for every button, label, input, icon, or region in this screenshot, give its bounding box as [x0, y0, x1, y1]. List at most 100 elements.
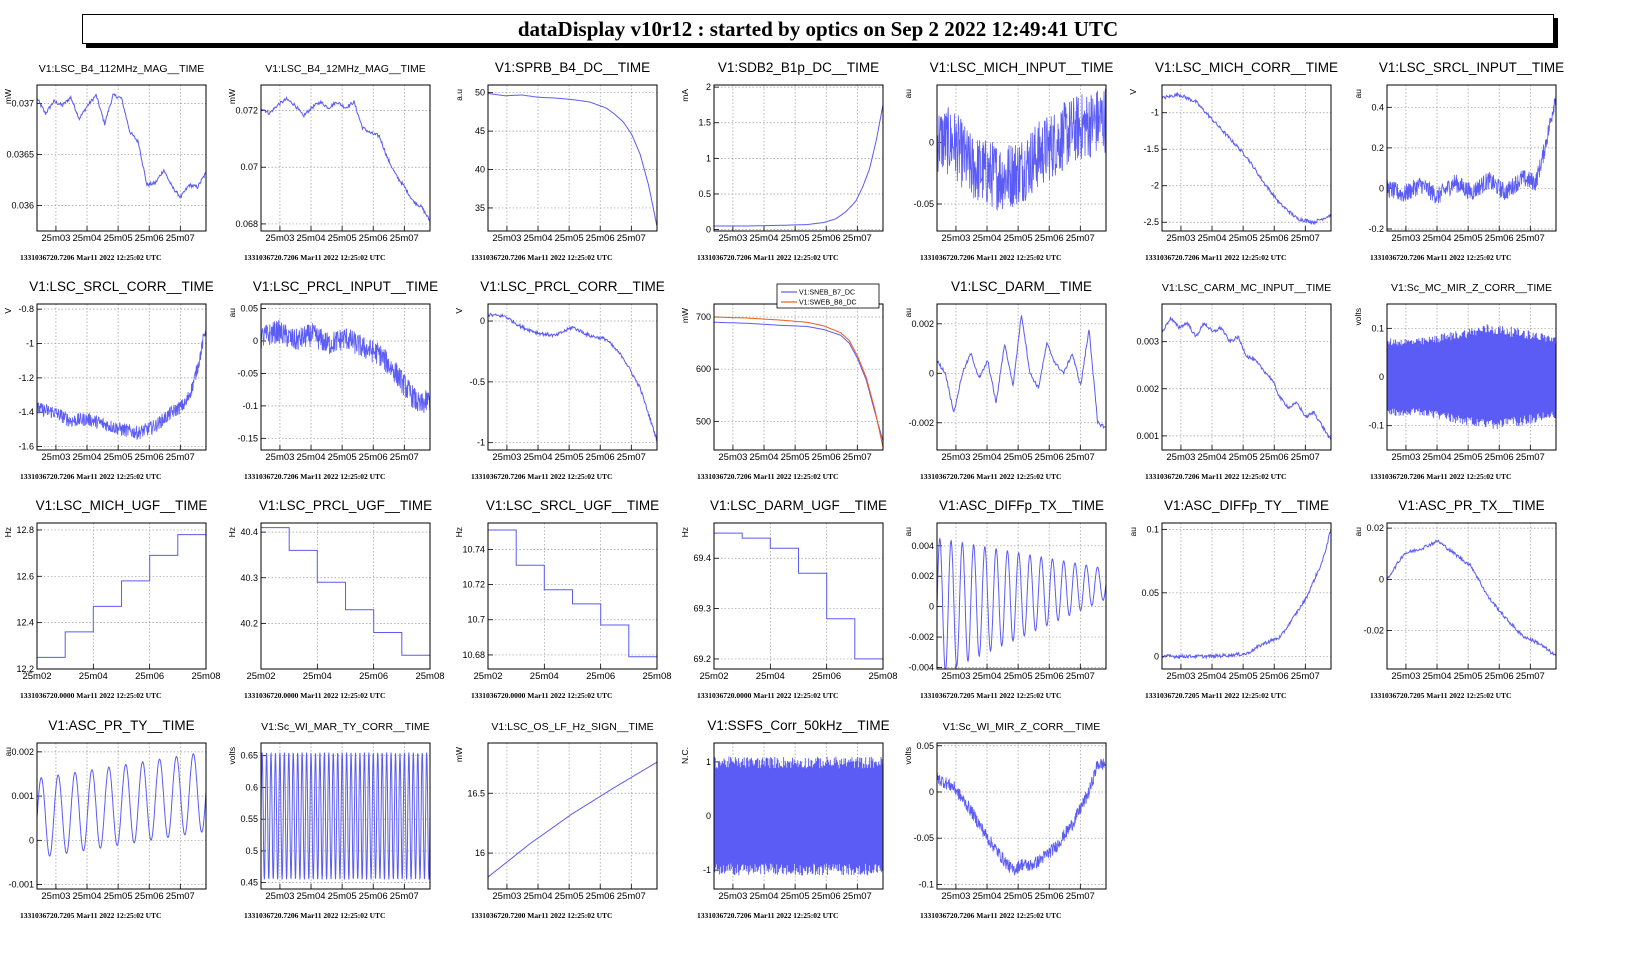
y-tick-label: 0.05 — [916, 741, 934, 751]
y-tick-label: 10.74 — [462, 544, 485, 554]
x-tick-label: 25m04 — [72, 891, 101, 902]
plot-area — [937, 315, 1106, 429]
x-tick-label: 25m04 — [1422, 452, 1451, 463]
x-tick-label: 25m05 — [555, 891, 584, 902]
x-tick-label: 25m04 — [296, 233, 325, 244]
timestamp-footer: 1331036720.0000 Mar11 2022 12:25:02 UTC — [244, 691, 385, 700]
x-tick-label: 25m07 — [1291, 233, 1320, 244]
x-tick-label: 25m06 — [1485, 671, 1514, 682]
plot-frame — [487, 84, 658, 232]
chart-panel: V1:LSC_PRCL_CORR__TIME V -1 -0.5 0 25m03 25m04… — [454, 279, 665, 481]
data-series — [1162, 316, 1331, 441]
legend-label: V1:SNEB_B7_DC — [799, 290, 855, 297]
data-series — [937, 758, 1106, 876]
y-axis-label: mA — [680, 89, 690, 102]
x-tick-label: 25m03 — [1391, 233, 1420, 244]
y-tick-label: 0.65 — [240, 751, 258, 761]
data-series — [261, 319, 430, 414]
y-tick-label: 0 — [1379, 574, 1384, 584]
y-tick-label: 10.68 — [462, 650, 485, 660]
x-tick-label: 25m04 — [972, 891, 1001, 902]
x-tick-label: 25m03 — [941, 452, 970, 463]
y-axis-label: N.C. — [680, 747, 690, 764]
x-tick-label: 25m08 — [191, 671, 220, 682]
data-series — [37, 753, 206, 857]
chart-title: V1:LSC_DARM_UGF__TIME — [710, 498, 887, 513]
plot-frame — [36, 742, 207, 890]
x-tick-label: 25m04 — [530, 671, 559, 682]
y-tick-label: 0.55 — [240, 814, 258, 824]
plot-area — [1387, 93, 1556, 204]
data-series — [714, 316, 883, 448]
y-tick-label: -0.15 — [237, 433, 258, 443]
y-tick-label: 12.6 — [16, 571, 34, 581]
y-tick-label: -1 — [703, 865, 711, 875]
x-tick-label: 25m06 — [586, 452, 615, 463]
chart-legend: V1:SNEB_B7_DC V1:SWEB_B8_DC — [776, 283, 880, 309]
y-axis-label: au — [903, 89, 913, 99]
y-tick-label: 40.3 — [240, 573, 258, 583]
x-tick-label: 25m03 — [941, 671, 970, 682]
y-tick-label: 0.002 — [11, 747, 34, 757]
timestamp-footer: 1331036720.7205 Mar11 2022 12:25:02 UTC — [920, 691, 1061, 700]
y-tick-label: 0 — [480, 316, 485, 326]
y-tick-label: 16 — [475, 848, 485, 858]
timestamp-footer: 1331036720.7206 Mar11 2022 12:25:02 UTC — [920, 253, 1061, 262]
data-series — [488, 93, 657, 227]
y-axis-label: au — [903, 527, 913, 537]
x-tick-label: 25m07 — [617, 891, 646, 902]
y-tick-label: 0.05 — [240, 304, 258, 314]
y-tick-label: 1 — [706, 757, 711, 767]
chart-title: V1:Sc_WI_MIR_Z_CORR__TIME — [943, 721, 1101, 733]
plot-frame — [1161, 84, 1332, 232]
x-tick-label: 25m06 — [586, 233, 615, 244]
x-tick-label: 25m05 — [104, 452, 133, 463]
timestamp-footer: 1331036720.7206 Mar11 2022 12:25:02 UTC — [244, 472, 385, 481]
y-tick-label: -0.004 — [908, 662, 934, 672]
data-series — [1162, 91, 1331, 226]
plot-frame — [260, 84, 431, 232]
data-series — [937, 315, 1106, 429]
chart-title: V1:LSC_B4_12MHz_MAG__TIME — [265, 63, 425, 75]
x-tick-label: 25m04 — [749, 452, 778, 463]
y-tick-label: -0.1 — [918, 879, 934, 889]
y-tick-label: 40 — [475, 165, 485, 175]
y-tick-label: 0.45 — [240, 878, 258, 888]
y-tick-label: 700 — [696, 312, 711, 322]
timestamp-footer: 1331036720.7206 Mar11 2022 12:25:02 UTC — [1370, 472, 1511, 481]
plot-frame — [260, 742, 431, 890]
y-tick-label: 0.003 — [1136, 337, 1159, 347]
timestamp-footer: 1331036720.7206 Mar11 2022 12:25:02 UTC — [20, 253, 161, 262]
x-tick-label: 25m04 — [1197, 233, 1226, 244]
plot-frame — [713, 84, 884, 232]
x-tick-label: 25m06 — [1035, 891, 1064, 902]
x-tick-label: 25m06 — [135, 891, 164, 902]
plot-frame — [936, 522, 1107, 670]
x-tick-label: 25m05 — [328, 233, 357, 244]
y-tick-label: 69.3 — [693, 604, 711, 614]
plot-frame — [1161, 303, 1332, 451]
chart-panel: V1:LSC_SRCL_UGF__TIME Hz 10.68 10.7 10.72 10.… — [454, 498, 672, 700]
x-tick-label: 25m05 — [1004, 671, 1033, 682]
data-series — [714, 321, 883, 442]
plot-area — [261, 96, 430, 223]
x-tick-label: 25m04 — [1197, 671, 1226, 682]
y-tick-label: -1 — [1151, 108, 1159, 118]
y-tick-label: 0.05 — [1141, 588, 1159, 598]
chart-panel: V1:LSC_CARM_MC_INPUT__TIME 0.001 0.002 0.00… — [1136, 282, 1332, 481]
y-tick-label: 0.036 — [11, 200, 34, 210]
plot-area — [488, 312, 657, 442]
y-axis-label: Hz — [227, 527, 237, 537]
x-tick-label: 25m04 — [972, 233, 1001, 244]
plot-area — [937, 537, 1106, 669]
x-tick-label: 25m05 — [781, 452, 810, 463]
y-tick-label: -1 — [26, 339, 34, 349]
y-axis-label: au — [1128, 527, 1138, 537]
y-tick-label: -0.001 — [8, 880, 34, 890]
x-tick-label: 25m05 — [1229, 671, 1258, 682]
x-tick-label: 25m04 — [1422, 671, 1451, 682]
y-axis-label: V — [3, 308, 13, 314]
